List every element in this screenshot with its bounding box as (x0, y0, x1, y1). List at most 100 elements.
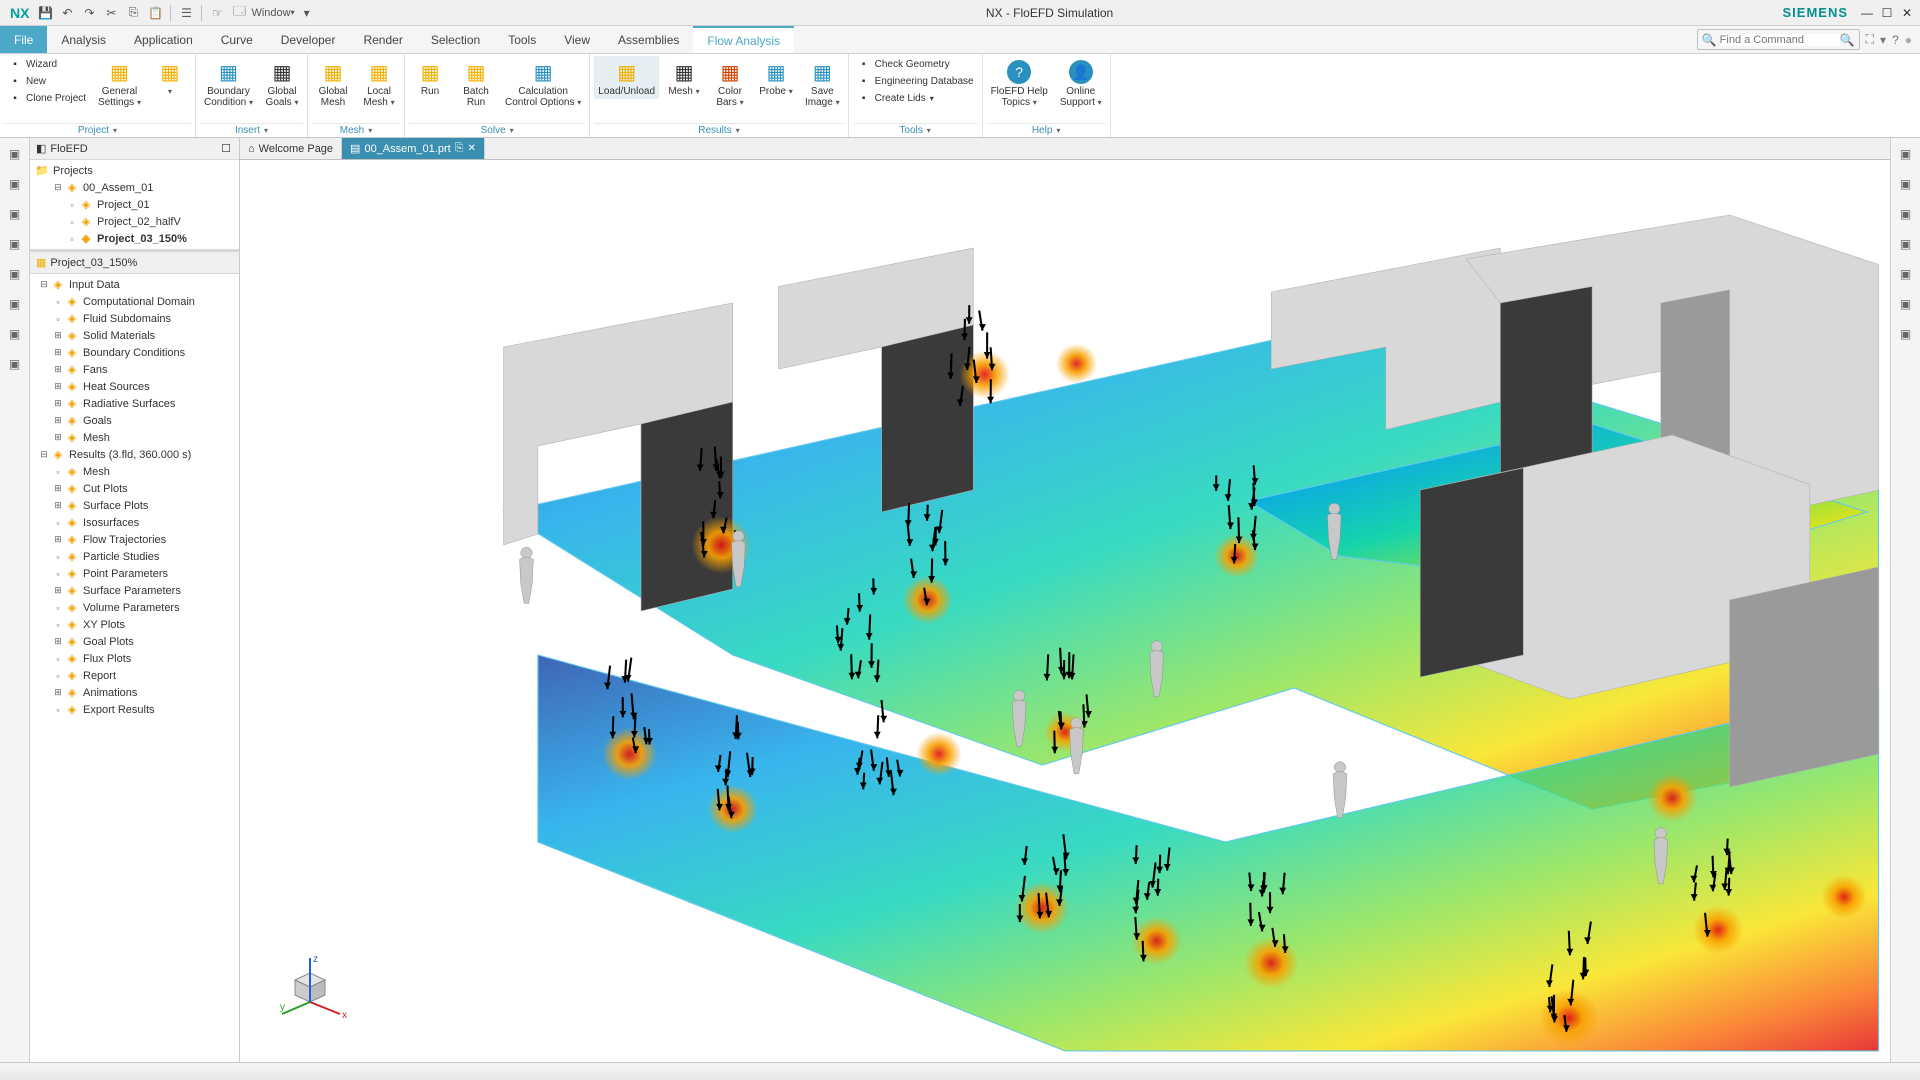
ribbon-save-image[interactable]: ▦SaveImage ▾ (801, 56, 844, 110)
qat-customize-icon[interactable]: ▾ (297, 3, 317, 23)
tree-row[interactable]: ⊞◈Cut Plots (30, 480, 239, 497)
expand-icon[interactable]: ⊞ (52, 483, 64, 494)
tree-row[interactable]: ▫◈Fluid Subdomains (30, 310, 239, 327)
tree-row[interactable]: ▫◈Point Parameters (30, 565, 239, 582)
hide-icon[interactable]: ▣ (1894, 172, 1918, 196)
tree-row[interactable]: ▫◈Report (30, 667, 239, 684)
help2-icon[interactable]: ▣ (1894, 322, 1918, 346)
menu-view[interactable]: View (550, 26, 604, 53)
clip-icon[interactable]: ▣ (3, 232, 27, 256)
tree-row[interactable]: ▫◈Project_01 (30, 196, 239, 213)
ribbon-create-lids[interactable]: ▪Create Lids ▾ (853, 90, 978, 106)
ribbon-color-bars[interactable]: ▦ColorBars ▾ (709, 56, 751, 110)
expand-icon[interactable]: ▫ (52, 705, 64, 715)
ribbon-probe[interactable]: ▦Probe ▾ (755, 56, 797, 99)
ribbon-clone-project[interactable]: ▪Clone Project (4, 90, 90, 106)
expand-icon[interactable]: ▫ (52, 314, 64, 324)
expand-icon[interactable]: ▫ (66, 234, 78, 244)
expand-icon[interactable]: ⊞ (52, 415, 64, 426)
color-icon[interactable]: ▣ (3, 352, 27, 376)
expand-icon[interactable]: ⊞ (52, 381, 64, 392)
menu-analysis[interactable]: Analysis (47, 26, 120, 53)
close-button[interactable]: ✕ (1898, 4, 1916, 22)
tree-row[interactable]: ⊞◈Goal Plots (30, 633, 239, 650)
ribbon-online-support[interactable]: 👤OnlineSupport ▾ (1056, 56, 1106, 110)
pin-icon[interactable]: ⎘ (455, 142, 464, 155)
expand-icon[interactable]: ▫ (52, 654, 64, 664)
ribbon-calculation-control-options[interactable]: ▦CalculationControl Options ▾ (501, 56, 585, 110)
dropdown-icon[interactable]: ▾ (1880, 33, 1886, 47)
panel-menu-icon[interactable]: ◧ (36, 142, 46, 155)
document-tab[interactable]: ⌂Welcome Page (240, 138, 342, 159)
expand-icon[interactable]: ▫ (52, 620, 64, 630)
ribbon-check-geometry[interactable]: ▪Check Geometry (853, 56, 978, 72)
expand-icon[interactable]: ▫ (52, 518, 64, 528)
tree-row[interactable]: ▫◈Computational Domain (30, 293, 239, 310)
help-icon[interactable]: ? (1892, 33, 1899, 47)
expand-icon[interactable]: ▫ (52, 467, 64, 477)
tree-row[interactable]: ▫◈XY Plots (30, 616, 239, 633)
expand-icon[interactable]: ⊟ (52, 182, 64, 193)
ribbon-boundary-condition[interactable]: ▦BoundaryCondition ▾ (200, 56, 257, 110)
expand-icon[interactable]: ▫ (52, 552, 64, 562)
tree-row[interactable]: ⊞◈Fans (30, 361, 239, 378)
copy-icon[interactable]: ⎘ (123, 3, 143, 23)
expand-icon[interactable]: ⊞ (52, 432, 64, 443)
menu-render[interactable]: Render (349, 26, 416, 53)
expand-icon[interactable]: ▫ (52, 671, 64, 681)
menu-application[interactable]: Application (120, 26, 207, 53)
tree-row[interactable]: ▫◈Isosurfaces (30, 514, 239, 531)
touch-icon[interactable]: ☞ (207, 3, 227, 23)
find-command-input[interactable] (1720, 34, 1840, 46)
tree-row[interactable]: ⊞◈Surface Parameters (30, 582, 239, 599)
window-icon[interactable]: 🗔 (229, 3, 249, 23)
tree-row[interactable]: ▫◈Particle Studies (30, 548, 239, 565)
ribbon-floefd-help-topics[interactable]: ?FloEFD HelpTopics ▾ (987, 56, 1052, 110)
tree-row[interactable]: ⊞◈Radiative Surfaces (30, 395, 239, 412)
screenshot-icon[interactable]: ▣ (3, 292, 27, 316)
ribbon-run[interactable]: ▦Run (409, 56, 451, 99)
f-icon[interactable]: ▣ (3, 322, 27, 346)
expand-icon[interactable]: ⊞ (52, 636, 64, 647)
find-command-box[interactable]: 🔍 🔍 (1697, 29, 1860, 50)
panel-undock-icon[interactable]: ☐ (219, 142, 233, 156)
tree-row[interactable]: ⊞◈Flow Trajectories (30, 531, 239, 548)
expand-icon[interactable]: ▫ (52, 297, 64, 307)
undo-icon[interactable]: ↶ (57, 3, 77, 23)
tree-row[interactable]: ▫◈Flux Plots (30, 650, 239, 667)
menu-selection[interactable]: Selection (417, 26, 494, 53)
tree-row[interactable]: ⊟◈00_Assem_01 (30, 179, 239, 196)
save-icon[interactable]: 💾 (35, 3, 55, 23)
tree-row[interactable]: ⊞◈Surface Plots (30, 497, 239, 514)
folder-icon[interactable]: ▣ (1894, 292, 1918, 316)
ribbon-engineering-database[interactable]: ▪Engineering Database (853, 73, 978, 89)
menu-tools[interactable]: Tools (494, 26, 550, 53)
expand-icon[interactable]: ⊞ (52, 500, 64, 511)
v2-icon[interactable]: ▣ (1894, 262, 1918, 286)
layers-icon[interactable]: ▣ (3, 172, 27, 196)
tree-row[interactable]: ▫◈Export Results (30, 701, 239, 718)
cut-icon[interactable]: ✂ (101, 3, 121, 23)
menu-flow-analysis[interactable]: Flow Analysis (693, 26, 794, 53)
tree-row[interactable]: ⊞◈Animations (30, 684, 239, 701)
redo-icon[interactable]: ↷ (79, 3, 99, 23)
menu-file[interactable]: File (0, 26, 47, 53)
tree-row[interactable]: ▫◈Volume Parameters (30, 599, 239, 616)
expand-icon[interactable]: ⊞ (52, 687, 64, 698)
graphics-canvas[interactable]: xyz (240, 160, 1890, 1062)
tree-row[interactable]: ▫◈Project_02_halfV (30, 213, 239, 230)
expand-icon[interactable]: ▫ (66, 200, 78, 210)
minimize-button[interactable]: — (1858, 4, 1876, 22)
ribbon-general-settings[interactable]: ▦GeneralSettings ▾ (94, 56, 145, 110)
window-menu[interactable]: Window ▾ (251, 3, 294, 23)
v1-icon[interactable]: ▣ (1894, 232, 1918, 256)
expand-icon[interactable]: ⊞ (52, 398, 64, 409)
measure-icon[interactable]: ▣ (3, 262, 27, 286)
ribbon-wizard[interactable]: ▪Wizard (4, 56, 90, 72)
expand-icon[interactable]: ⊞ (52, 364, 64, 375)
expand-icon[interactable]: ▫ (52, 603, 64, 613)
tree-row[interactable]: ⊞◈Solid Materials (30, 327, 239, 344)
tab-close-icon[interactable]: ✕ (467, 143, 475, 154)
menu-developer[interactable]: Developer (267, 26, 350, 53)
ribbon-global-mesh[interactable]: ▦GlobalMesh (312, 56, 354, 110)
